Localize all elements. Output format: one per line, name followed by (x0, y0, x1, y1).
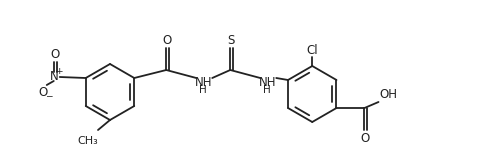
Text: O: O (163, 34, 172, 47)
Text: H: H (199, 85, 207, 95)
Text: OH: OH (380, 89, 397, 101)
Text: +: + (55, 67, 62, 77)
Text: Cl: Cl (306, 43, 318, 57)
Text: H: H (264, 85, 271, 95)
Text: N: N (49, 71, 58, 83)
Text: O: O (361, 132, 370, 144)
Text: CH₃: CH₃ (78, 136, 98, 146)
Text: O: O (38, 85, 48, 99)
Text: NH: NH (194, 75, 212, 89)
Text: NH: NH (259, 75, 276, 89)
Text: −: − (45, 91, 52, 101)
Text: O: O (50, 49, 60, 61)
Text: S: S (228, 34, 235, 47)
